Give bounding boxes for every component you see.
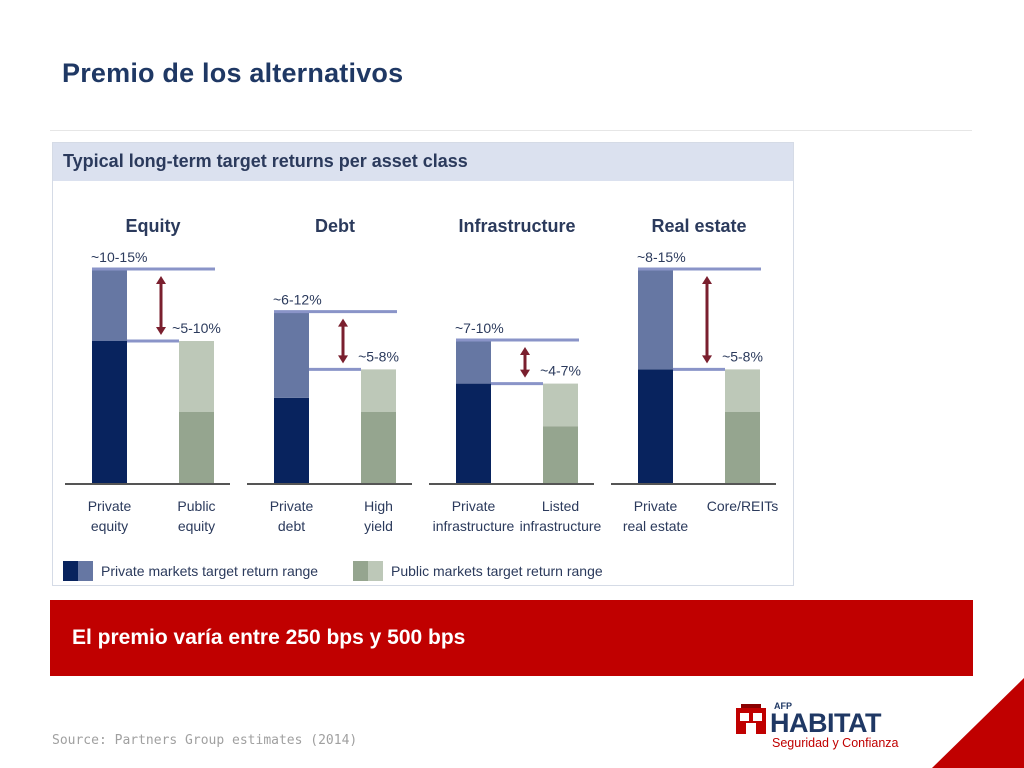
range-label-private-real-estate: ~8-15% — [637, 249, 686, 265]
range-label-private-infrastructure: ~7-10% — [455, 320, 504, 336]
bar-public-base-debt — [361, 412, 396, 483]
legend-label-private: Private markets target return range — [101, 563, 318, 579]
group-title-infrastructure: Infrastructure — [458, 216, 575, 236]
bar-public-base-equity — [179, 412, 214, 483]
range-label-private-debt: ~6-12% — [273, 292, 322, 308]
range-label-public-equity: ~5-10% — [172, 320, 221, 336]
key-message-banner: El premio varía entre 250 bps y 500 bps — [50, 600, 973, 676]
bar-public-base-real-estate — [725, 412, 760, 483]
logo-afp-text: AFP — [774, 701, 792, 711]
range-label-public-infrastructure: ~4-7% — [540, 363, 581, 379]
returns-chart: Equity ~10-15% ~5-10% Private equity Public eq… — [63, 216, 779, 581]
category-label-public-real-estate: Core/REITs — [707, 498, 779, 514]
title-divider — [50, 130, 972, 131]
logo-tagline: Seguridad y Confianza — [772, 736, 899, 750]
chart-title: Typical long-term target returns per ass… — [63, 151, 468, 171]
source-note: Source: Partners Group estimates (2014) — [52, 733, 358, 748]
group-title-debt: Debt — [315, 216, 355, 236]
chart-header: Typical long-term target returns per ass… — [53, 143, 793, 181]
premium-arrow-head-up-infrastructure — [520, 347, 530, 355]
group-title-equity: Equity — [125, 216, 180, 236]
bar-public-base-infrastructure — [543, 426, 578, 483]
bar-private-base-debt — [274, 397, 309, 483]
premium-arrow-head-down-infrastructure — [520, 369, 530, 378]
bar-private-base-equity — [92, 341, 127, 483]
range-label-public-debt: ~5-8% — [358, 348, 399, 364]
category-label-public-debt: High yield — [364, 498, 393, 534]
afp-habitat-logo: AFP HABITAT Seguridad y Confianza — [736, 701, 926, 757]
premium-arrow-head-down-equity — [156, 327, 166, 335]
logo-name: HABITAT — [770, 708, 881, 738]
legend-swatch-private-dark — [63, 561, 78, 581]
legend-swatch-public-light — [368, 561, 383, 581]
premium-arrow-head-up-debt — [338, 318, 348, 327]
category-label-public-equity: Public equity — [177, 498, 215, 534]
bar-public-range-equity — [179, 341, 214, 412]
category-label-private-equity: Private equity — [88, 498, 132, 534]
range-label-public-real-estate: ~5-8% — [722, 348, 763, 364]
bar-private-base-real-estate — [638, 369, 673, 483]
bar-public-range-real-estate — [725, 369, 760, 412]
legend-swatch-public-dark — [353, 561, 368, 581]
chart-panel: Typical long-term target returns per ass… — [52, 142, 794, 586]
habitat-building-icon — [736, 704, 766, 734]
category-label-private-debt: Private debt — [270, 498, 314, 534]
bar-private-range-infrastructure — [456, 341, 491, 384]
premium-arrow-head-up-real-estate — [702, 276, 712, 284]
slide-title: Premio de los alternativos — [62, 58, 404, 88]
range-label-private-equity: ~10-15% — [91, 249, 147, 265]
bar-public-range-infrastructure — [543, 383, 578, 427]
bar-private-range-debt — [274, 312, 309, 398]
corner-decoration — [932, 678, 1024, 768]
legend-swatch-private-light — [78, 561, 93, 581]
bar-private-range-real-estate — [638, 270, 673, 370]
bar-private-range-equity — [92, 270, 127, 341]
category-label-private-real-estate: Private real estate — [623, 498, 689, 534]
premium-arrow-head-up-equity — [156, 276, 166, 284]
category-label-public-infrastructure: Listed infrastructure — [520, 498, 602, 534]
group-title-real-estate: Real estate — [651, 216, 746, 236]
legend-label-public: Public markets target return range — [391, 563, 603, 579]
premium-arrow-head-down-real-estate — [702, 355, 712, 364]
premium-arrow-head-down-debt — [338, 355, 348, 364]
bar-public-range-debt — [361, 369, 396, 412]
key-message-text: El premio varía entre 250 bps y 500 bps — [72, 626, 466, 649]
category-label-private-infrastructure: Private infrastructure — [433, 498, 515, 534]
bar-private-base-infrastructure — [456, 383, 491, 483]
